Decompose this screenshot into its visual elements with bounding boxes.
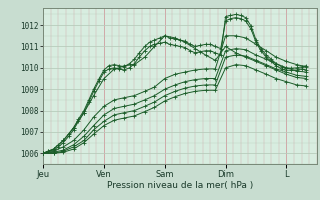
X-axis label: Pression niveau de la mer( hPa ): Pression niveau de la mer( hPa ) [107,181,253,190]
